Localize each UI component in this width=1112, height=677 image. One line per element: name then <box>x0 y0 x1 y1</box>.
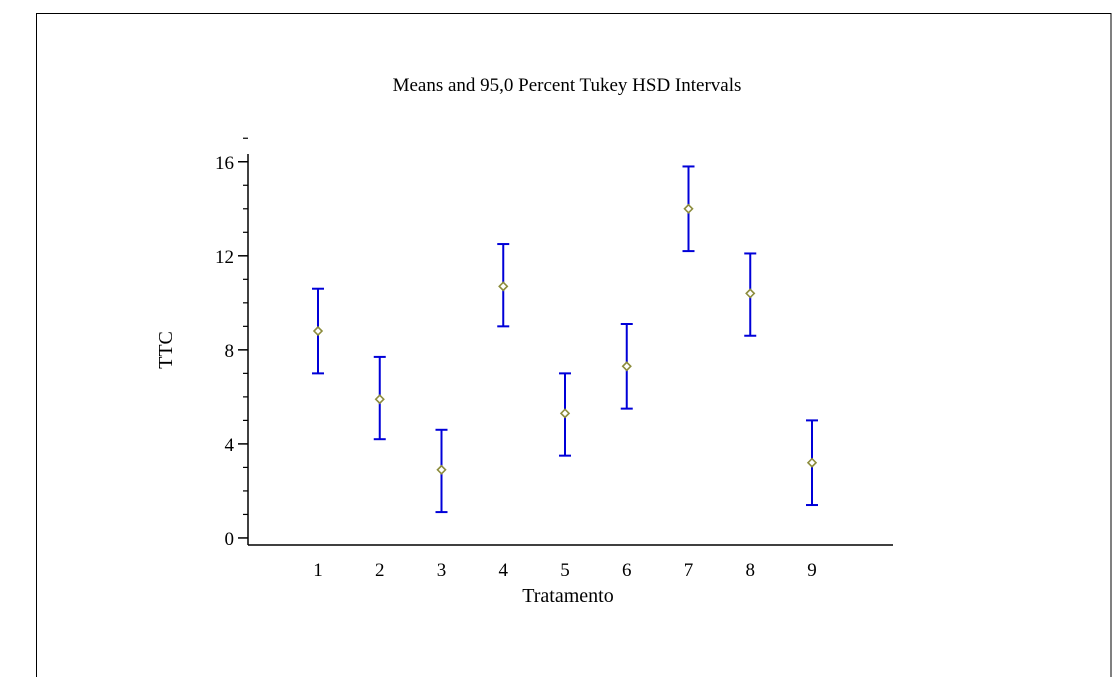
mean-marker <box>312 325 324 337</box>
chart-title: Means and 95,0 Percent Tukey HSD Interva… <box>393 75 742 96</box>
x-tick-label: 2 <box>375 560 385 581</box>
outer-border <box>36 13 1112 677</box>
mean-marker <box>374 394 385 405</box>
y-axis-label: TTC <box>155 331 177 369</box>
x-tick-label: 3 <box>437 560 447 581</box>
mean-marker <box>806 457 818 468</box>
x-tick-label: 9 <box>807 560 817 581</box>
x-tick-label: 4 <box>499 560 509 581</box>
y-tick-label: 12 <box>215 247 234 268</box>
interval-series <box>312 165 818 514</box>
mean-marker <box>621 361 632 372</box>
x-axis-label: Tratamento <box>522 585 613 607</box>
x-tick-label: 8 <box>746 560 756 581</box>
mean-marker <box>436 464 447 475</box>
mean-marker <box>745 288 756 299</box>
y-tick-label: 16 <box>215 153 234 174</box>
x-tick-label: 7 <box>684 560 694 581</box>
x-tick-label: 1 <box>313 560 323 581</box>
mean-marker <box>683 203 694 214</box>
x-tick-label: 5 <box>560 560 570 581</box>
x-axis-ticks: 1 2 3 4 5 6 7 8 9 <box>313 560 817 581</box>
y-tick-label: 8 <box>225 341 235 362</box>
mean-marker <box>498 281 509 292</box>
y-axis-ticks: 0 4 8 12 16 <box>215 137 248 550</box>
y-tick-label: 4 <box>225 435 235 456</box>
y-tick-label: 0 <box>225 529 235 550</box>
mean-marker <box>559 408 571 419</box>
x-tick-label: 6 <box>622 560 632 581</box>
